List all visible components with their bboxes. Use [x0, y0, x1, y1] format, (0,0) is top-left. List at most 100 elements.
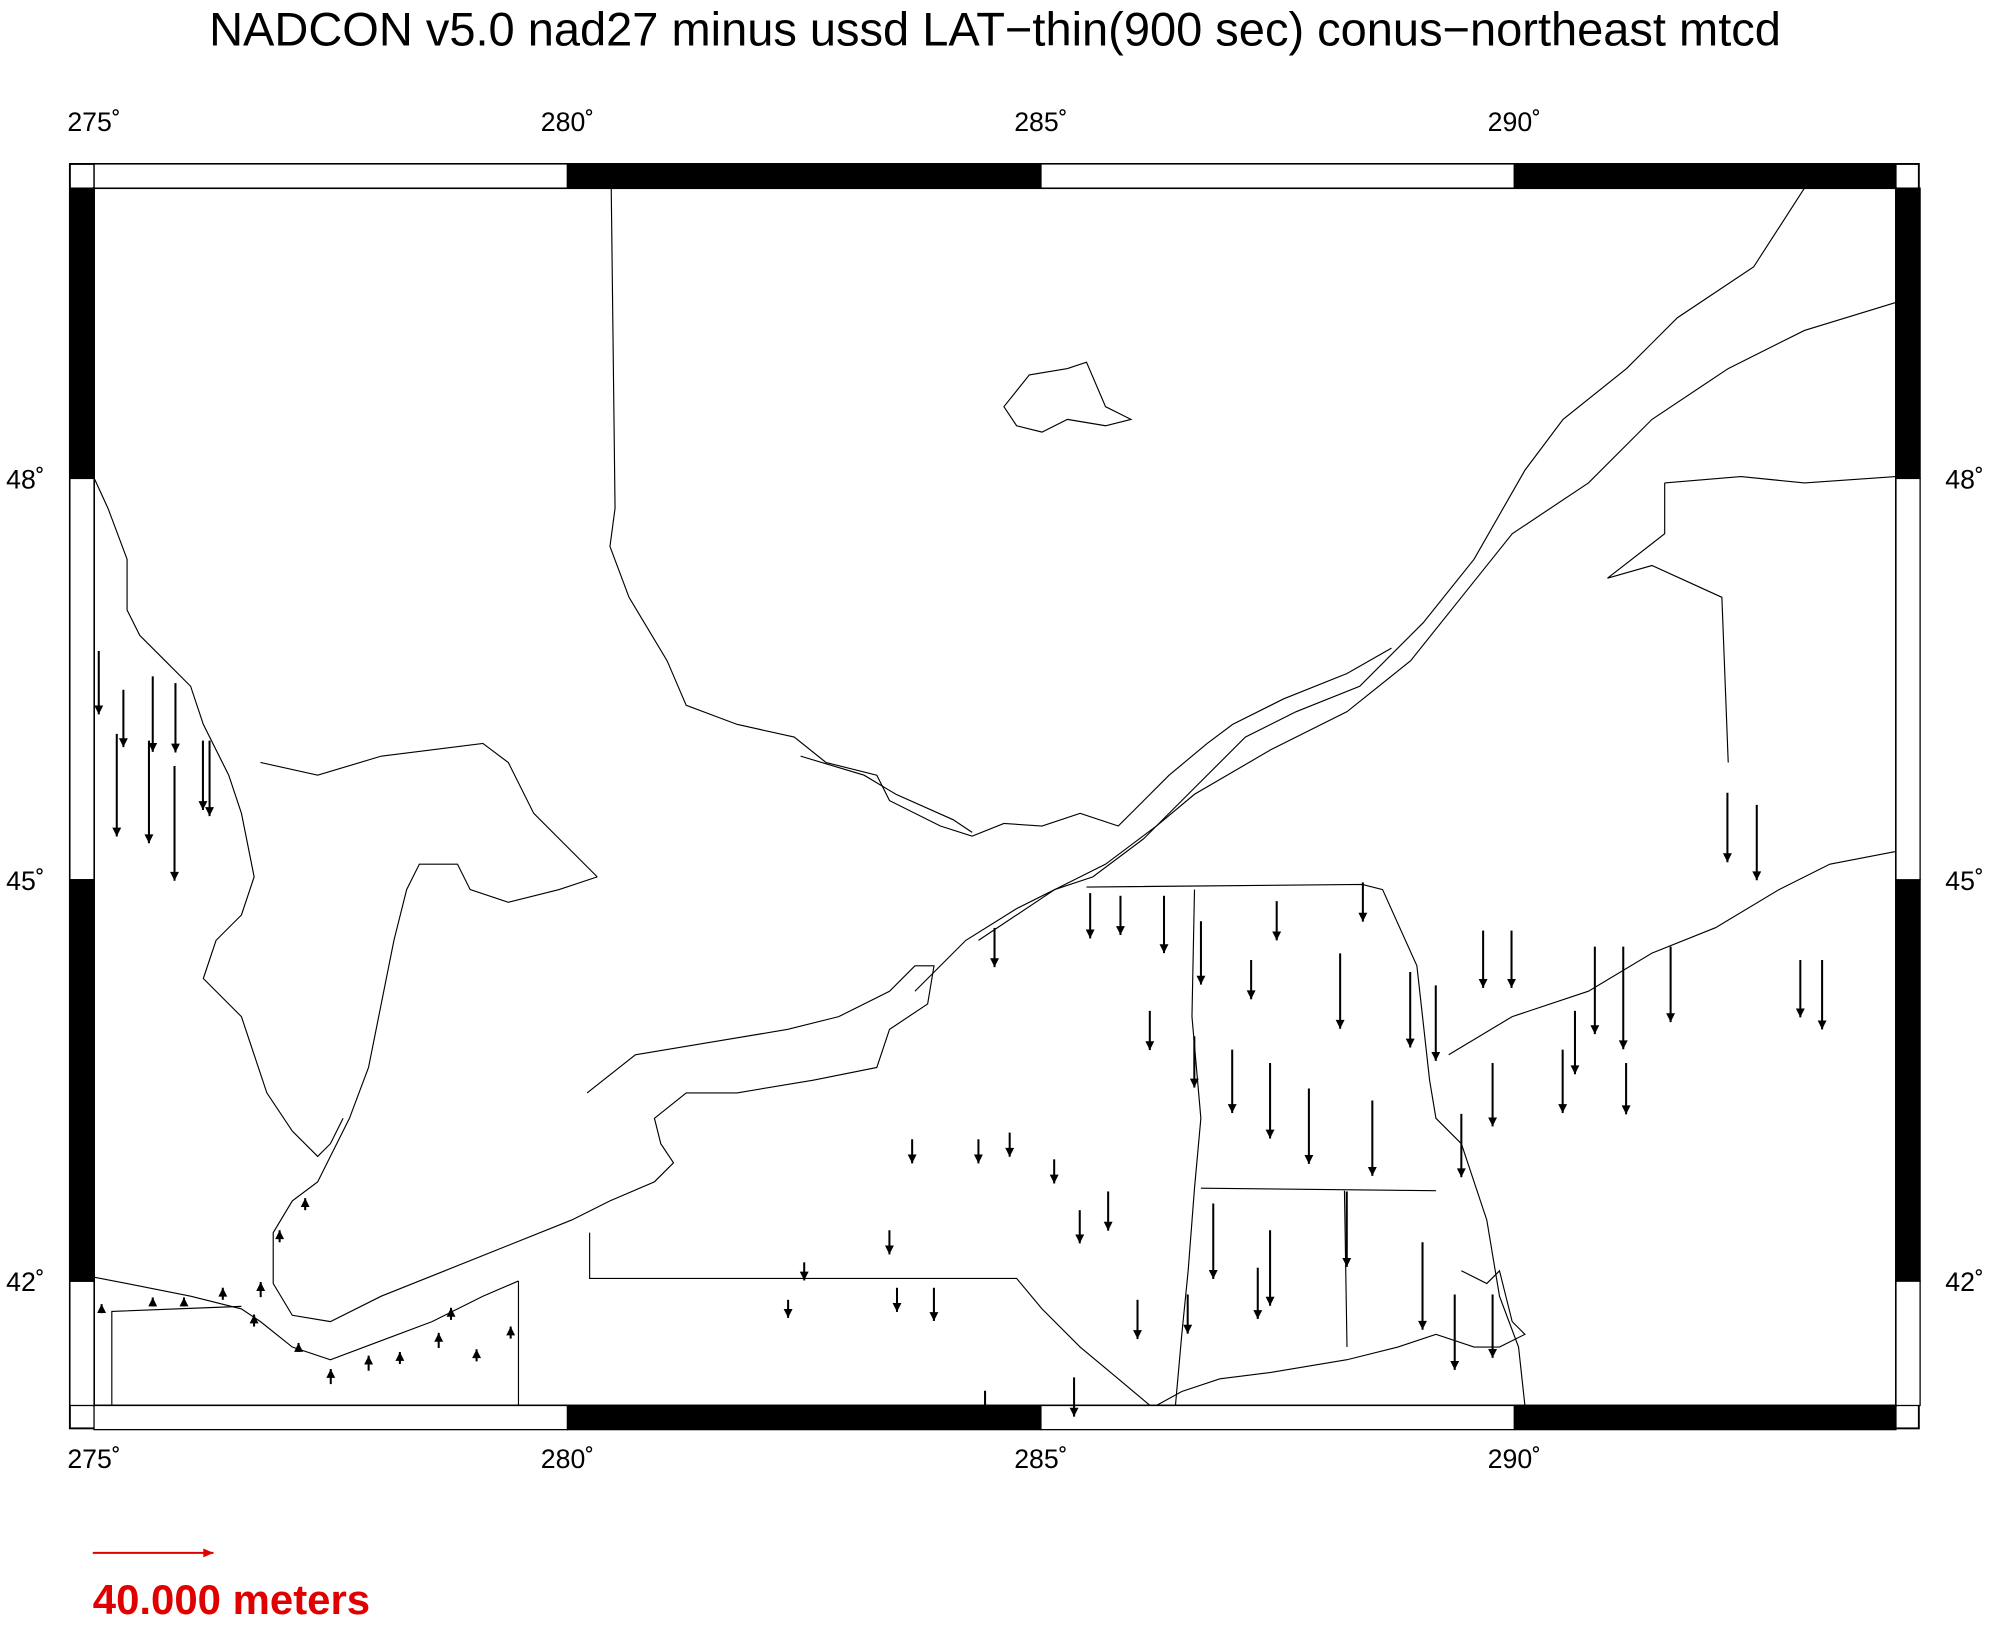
- arrow-head: [1590, 1025, 1600, 1035]
- vector-arrow: [980, 1390, 990, 1415]
- vector-arrow: [1049, 1159, 1059, 1184]
- arrow-head: [1558, 1104, 1568, 1114]
- arrow-head: [1159, 944, 1169, 954]
- map-frame: [68, 163, 1921, 1431]
- arrow-head: [1752, 871, 1762, 881]
- vector-arrow: [1722, 792, 1732, 863]
- frame-segment: [1513, 1404, 1897, 1431]
- vector-arrow: [1304, 1088, 1314, 1164]
- arrow-head: [1265, 1129, 1275, 1139]
- coastline: [1156, 1269, 1526, 1406]
- coastline: [260, 742, 598, 878]
- x-tick-label: 275˚: [67, 107, 120, 137]
- arrow-head: [1253, 1310, 1263, 1320]
- y-tick-label: 48˚: [6, 465, 45, 495]
- vector-arrow: [1265, 1063, 1275, 1139]
- vector-arrow: [1817, 960, 1827, 1030]
- arrow-head: [1817, 1020, 1827, 1030]
- arrow-head: [1456, 1168, 1466, 1178]
- arrow-head: [112, 827, 122, 837]
- coastline: [1003, 361, 1133, 433]
- vector-arrow: [506, 1326, 516, 1339]
- vector-arrow: [218, 1287, 228, 1300]
- vector-arrow: [256, 1282, 266, 1298]
- arrow-head: [472, 1349, 482, 1359]
- vector-arrow: [395, 1351, 405, 1365]
- vector-arrow: [1272, 901, 1282, 941]
- vector-arrow: [1196, 921, 1206, 985]
- y-tick-label: 45˚: [6, 866, 45, 896]
- vector-arrow: [1085, 893, 1095, 939]
- vector-arrow: [275, 1230, 285, 1243]
- vector-arrow: [205, 740, 215, 817]
- vector-arrow: [1116, 895, 1125, 936]
- vector-arrow: [434, 1332, 444, 1348]
- arrow-head: [218, 1287, 228, 1297]
- coastline: [609, 188, 1392, 837]
- arrow-head: [256, 1282, 266, 1291]
- vector-arrow: [198, 740, 208, 811]
- coastline: [93, 477, 344, 1158]
- arrow-head: [446, 1307, 456, 1317]
- arrow-head: [1570, 1065, 1580, 1075]
- coastlines: [93, 187, 1897, 1406]
- arrow-head: [434, 1332, 444, 1342]
- arrow-head: [97, 1304, 107, 1314]
- vector-arrow: [1752, 804, 1762, 881]
- frame-segment: [1895, 187, 1921, 480]
- vector-arrow: [1618, 946, 1628, 1050]
- vector-arrow: [144, 740, 154, 844]
- vector-arrow: [1418, 1242, 1427, 1330]
- frame-segment: [69, 477, 95, 881]
- vector-arrow: [1342, 1191, 1352, 1267]
- x-tick-label: 285˚: [1014, 107, 1067, 137]
- frame-segment: [69, 1280, 95, 1407]
- y-tick-label: 42˚: [6, 1267, 45, 1297]
- arrow-head: [118, 738, 128, 748]
- vector-arrow: [94, 650, 104, 715]
- arrow-head: [171, 743, 180, 753]
- vector-arrow: [249, 1314, 259, 1327]
- arrow-head: [326, 1368, 336, 1378]
- arrow-head: [1227, 1104, 1237, 1114]
- arrow-head: [1488, 1117, 1498, 1127]
- arrow-head: [1116, 926, 1125, 936]
- vector-arrow: [1478, 930, 1488, 988]
- vector-arrow: [97, 1304, 107, 1314]
- arrow-head: [1507, 979, 1516, 988]
- arrow-head: [929, 1312, 939, 1321]
- vector-arrow: [1133, 1299, 1142, 1340]
- arrow-head: [1005, 1147, 1015, 1157]
- arrow-head: [364, 1355, 374, 1365]
- arrow-head: [1145, 1041, 1155, 1051]
- arrow-head: [144, 834, 154, 844]
- arrow-head: [205, 807, 215, 817]
- vector-arrow: [1456, 1113, 1466, 1178]
- x-tick-label: 285˚: [1014, 1444, 1067, 1474]
- arrow-head: [1618, 1040, 1628, 1050]
- vector-arrow: [326, 1368, 336, 1385]
- vector-arrow: [1246, 960, 1256, 1000]
- vector-arrow: [1253, 1267, 1263, 1320]
- arrow-head: [1085, 929, 1095, 939]
- vector-arrow: [1069, 1377, 1079, 1417]
- arrow-head: [1358, 912, 1368, 922]
- frame-segment: [1040, 163, 1516, 189]
- vector-arrow: [1005, 1132, 1015, 1157]
- y-tick-label: 45˚: [1945, 866, 1984, 896]
- vector-arrow: [1621, 1063, 1631, 1115]
- vector-arrow: [294, 1342, 304, 1352]
- border: [1174, 889, 1436, 1406]
- vector-arrow: [1666, 946, 1676, 1023]
- arrow-head: [1103, 1221, 1113, 1231]
- arrow-head: [1405, 1038, 1415, 1048]
- border: [1448, 475, 1897, 1056]
- x-tick-label: 280˚: [541, 1444, 594, 1474]
- vector-arrow: [884, 1230, 894, 1255]
- arrow-head: [1189, 1078, 1199, 1088]
- vector-arrow: [1507, 930, 1516, 988]
- coastline: [800, 755, 973, 833]
- arrow-head: [300, 1198, 310, 1208]
- arrow-head: [506, 1326, 516, 1336]
